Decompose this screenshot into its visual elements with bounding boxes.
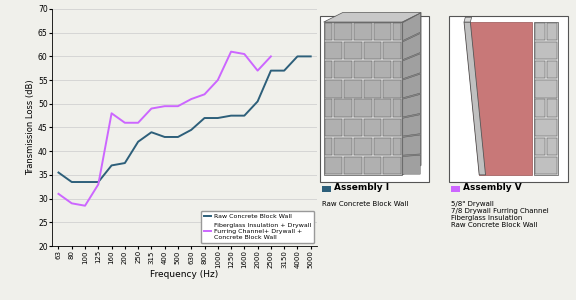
Bar <box>384 42 401 59</box>
Bar <box>547 138 556 155</box>
Bar <box>535 99 544 117</box>
Bar <box>535 157 556 174</box>
Bar <box>374 99 391 117</box>
Polygon shape <box>324 13 421 22</box>
Polygon shape <box>403 13 420 40</box>
Bar <box>354 99 372 117</box>
Polygon shape <box>403 155 420 174</box>
Bar <box>325 23 332 40</box>
Bar <box>547 23 556 40</box>
Polygon shape <box>403 34 420 59</box>
Bar <box>535 118 556 136</box>
Text: Assembly V: Assembly V <box>463 183 521 192</box>
Bar <box>384 118 401 136</box>
Bar <box>335 61 352 78</box>
Bar <box>535 42 556 59</box>
Bar <box>533 22 558 175</box>
Bar <box>374 23 391 40</box>
Bar <box>354 138 372 155</box>
Bar <box>374 61 391 78</box>
Bar <box>354 23 372 40</box>
Bar <box>344 157 362 174</box>
Polygon shape <box>403 115 420 136</box>
Polygon shape <box>464 22 532 175</box>
Bar <box>364 42 381 59</box>
Bar <box>535 80 556 98</box>
Bar <box>335 138 352 155</box>
Bar <box>364 118 381 136</box>
Text: Assembly I: Assembly I <box>334 183 389 192</box>
Polygon shape <box>403 74 420 98</box>
Bar <box>344 118 362 136</box>
Bar <box>323 186 331 192</box>
Bar <box>364 80 381 98</box>
Bar <box>344 80 362 98</box>
Bar <box>325 61 332 78</box>
Bar <box>374 138 391 155</box>
Bar <box>535 61 544 78</box>
Bar <box>449 16 568 182</box>
Polygon shape <box>403 94 420 117</box>
Bar <box>364 157 381 174</box>
Bar <box>384 80 401 98</box>
Bar <box>325 118 342 136</box>
Bar <box>393 23 401 40</box>
Legend: Raw Concrete Block Wall, Fiberglass Insulation + Drywall
Furring Channel+ Drywal: Raw Concrete Block Wall, Fiberglass Insu… <box>201 211 314 243</box>
Y-axis label: Transmission Loss (dB): Transmission Loss (dB) <box>26 80 35 175</box>
Bar <box>324 22 402 175</box>
Bar <box>547 99 556 117</box>
Bar <box>335 23 352 40</box>
Bar <box>325 138 332 155</box>
X-axis label: Frequency (Hz): Frequency (Hz) <box>150 270 219 279</box>
Bar <box>335 99 352 117</box>
Bar <box>547 61 556 78</box>
Text: Raw Concrete Block Wall: Raw Concrete Block Wall <box>323 201 409 207</box>
Bar <box>452 186 460 192</box>
Polygon shape <box>464 17 472 22</box>
Text: 5/8" Drywall
7/8 Drywall Furring Channel
Fiberglass Insulation
Raw Concrete Bloc: 5/8" Drywall 7/8 Drywall Furring Channel… <box>452 201 549 228</box>
Bar <box>535 138 544 155</box>
Polygon shape <box>403 54 420 79</box>
Polygon shape <box>402 13 421 175</box>
Bar <box>325 157 342 174</box>
Polygon shape <box>464 22 486 175</box>
Bar <box>393 61 401 78</box>
Bar <box>325 99 332 117</box>
Bar <box>325 42 342 59</box>
Bar <box>344 42 362 59</box>
Bar <box>325 80 342 98</box>
Bar <box>393 138 401 155</box>
Bar <box>320 16 429 182</box>
Bar <box>535 23 544 40</box>
Bar <box>354 61 372 78</box>
Polygon shape <box>403 135 420 155</box>
Bar <box>393 99 401 117</box>
Bar <box>384 157 401 174</box>
